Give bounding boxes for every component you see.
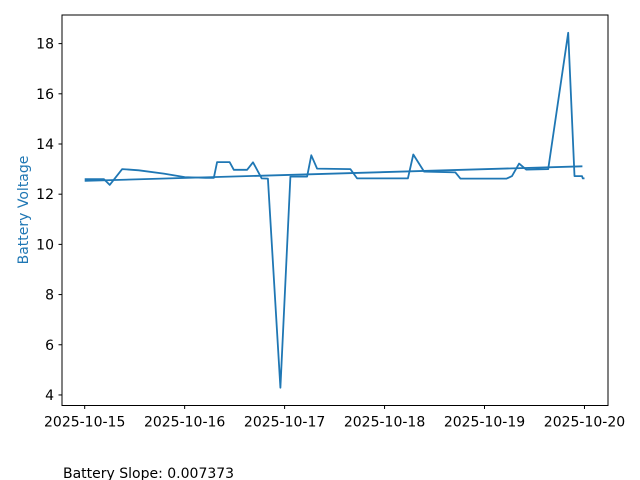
voltage-polyline xyxy=(84,31,585,389)
y-tick-label: 18 xyxy=(36,37,54,53)
battery-voltage-line xyxy=(84,31,585,389)
y-tick-label: 10 xyxy=(36,237,54,253)
x-tick-label: 2025-10-17 xyxy=(244,415,325,431)
y-axis-ticks: 4 6 8 10 12 14 16 18 xyxy=(36,37,62,404)
plot-spines xyxy=(61,14,609,406)
x-axis-ticks: 2025-10-15 2025-10-16 2025-10-17 2025-10-18… xyxy=(44,405,625,431)
y-tick-label: 6 xyxy=(45,338,54,354)
x-tick-label: 2025-10-18 xyxy=(344,415,425,431)
y-tick-label: 4 xyxy=(45,388,54,404)
y-tick-label: 14 xyxy=(36,137,54,153)
y-tick-label: 8 xyxy=(45,288,54,304)
plot-border xyxy=(61,14,609,406)
stats-caption: Battery Slope: 0.007373 Battery Min: 4.2… xyxy=(63,432,347,480)
x-tick-label: 2025-10-16 xyxy=(144,415,225,431)
x-tick-label: 2025-10-19 xyxy=(444,415,525,431)
x-tick-label: 2025-10-15 xyxy=(44,415,125,431)
battery-slope-text: Battery Slope: 0.007373 xyxy=(63,466,235,480)
x-tick-label: 2025-10-20 xyxy=(544,415,625,431)
trend-line xyxy=(84,165,583,182)
y-tick-label: 12 xyxy=(36,187,54,203)
trend-polyline xyxy=(84,165,583,182)
y-axis-label: Battery Voltage xyxy=(16,155,32,265)
y-tick-label: 16 xyxy=(36,87,54,103)
